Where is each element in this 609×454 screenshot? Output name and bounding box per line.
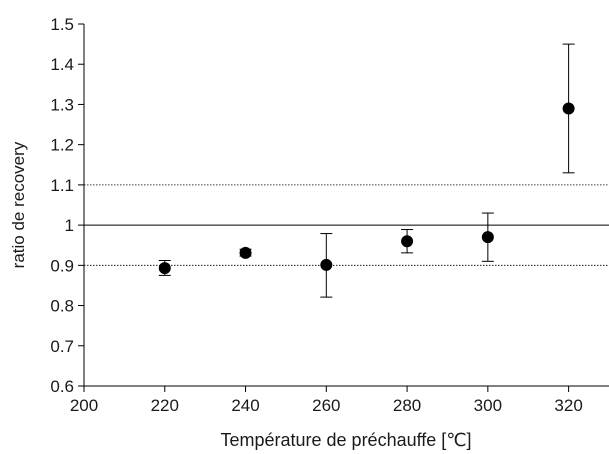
y-tick-label: 0.8 <box>50 297 74 316</box>
error-bars <box>158 43 575 298</box>
y-tick-label: 1 <box>65 216 74 235</box>
y-tick-label: 1.3 <box>50 95 74 114</box>
x-tick-label: 320 <box>554 396 582 415</box>
x-tick-label: 220 <box>151 396 179 415</box>
reference-lines <box>84 184 609 266</box>
y-axis-ticks: 0.6 0.7 0.8 0.9 1 1.1 1.2 1.3 1.4 1.5 <box>50 15 84 396</box>
y-tick-label: 0.7 <box>50 337 74 356</box>
data-point <box>320 258 333 271</box>
y-tick-label: 1.4 <box>50 55 74 74</box>
y-tick-label: 0.6 <box>50 377 74 396</box>
y-tick-label: 0.9 <box>50 256 74 275</box>
x-tick-label: 240 <box>231 396 259 415</box>
x-tick-label: 280 <box>393 396 421 415</box>
y-axis-label: ratio de recovery <box>9 141 28 268</box>
y-tick-label: 1.1 <box>50 176 74 195</box>
x-axis-label: Température de préchauffe [℃] <box>220 430 471 450</box>
data-point <box>239 246 252 259</box>
x-tick-label: 200 <box>70 396 98 415</box>
data-point <box>481 231 494 244</box>
x-axis-ticks: 200 220 240 260 280 300 320 <box>70 386 583 415</box>
y-tick-label: 1.5 <box>50 15 74 34</box>
y-tick-label: 1.2 <box>50 136 74 155</box>
data-point <box>562 102 575 115</box>
x-tick-label: 300 <box>474 396 502 415</box>
axes <box>83 24 609 387</box>
x-tick-label: 260 <box>312 396 340 415</box>
data-points <box>158 102 575 275</box>
data-point <box>401 235 414 248</box>
data-point <box>158 262 171 275</box>
